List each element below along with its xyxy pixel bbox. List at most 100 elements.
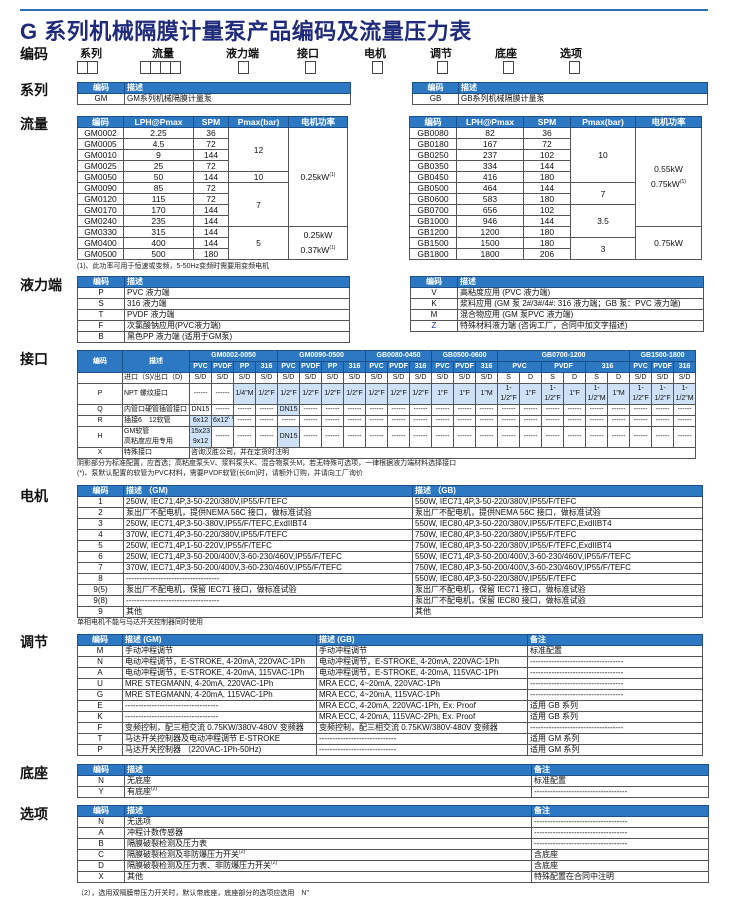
code-input-box[interactable]	[372, 61, 383, 74]
connection-cell: ------	[321, 404, 345, 416]
table-row: S 316 液力端	[77, 298, 350, 310]
code-cell: C	[77, 849, 125, 861]
column-header: 描述 （GB)	[412, 485, 703, 497]
connection-cell: ------	[431, 426, 455, 448]
connection-cell: ------	[387, 426, 411, 448]
description-cell: 马达开关控制器及电动冲程调节 E-STROKE	[122, 733, 317, 745]
pmax-value: 10	[570, 127, 636, 183]
description-cell: 316 液力端	[124, 298, 350, 310]
code-segment-boxes	[140, 61, 181, 74]
code-cell: F	[77, 320, 125, 332]
connection-cell: ------	[541, 404, 565, 416]
cell-text: ------	[589, 417, 604, 424]
cell-text: ------	[655, 406, 670, 413]
connection-cell: S/D	[475, 372, 499, 384]
description-cell: 550W, IEC80,4P,3-50-220/380V,IP55/F/TEFC…	[412, 518, 703, 530]
description-cell: 标准配置	[531, 775, 709, 787]
material-header: PVC	[431, 361, 455, 373]
table-row: P 马达开关控制器 （220VAC-1Ph-50Hz) --------------…	[77, 744, 703, 756]
connection-cell: 1-1/2"F	[541, 383, 565, 405]
cell-text: ------	[369, 406, 384, 413]
spm-value: 144	[523, 182, 571, 194]
model-code: GB1800	[409, 248, 457, 260]
code-cell: B	[77, 838, 125, 850]
code-input-box[interactable]	[569, 61, 580, 74]
connection-cell: ------	[211, 426, 234, 448]
code-cell: K	[77, 711, 123, 723]
cell-text: 1-1/2"F	[544, 385, 561, 402]
description-cell: -----------------------------------	[531, 827, 709, 839]
description-cell: -----------------------------------	[123, 595, 413, 607]
code-input-box[interactable]	[170, 61, 181, 74]
code-cell: P	[77, 287, 125, 299]
model-group-header: GM0002-0050	[188, 350, 279, 362]
lph-value: 315	[123, 226, 194, 238]
section-label-options: 选项	[20, 806, 48, 822]
spm-value: 72	[193, 193, 229, 205]
spm-value: 72	[193, 138, 229, 150]
connection-cell: S	[541, 372, 565, 384]
connection-cell: 1/2"F	[343, 383, 367, 405]
section-label-motor: 电机	[20, 488, 48, 504]
cell-text: ------	[325, 417, 340, 424]
code-cell: 6	[77, 551, 124, 563]
description-cell: 其他	[412, 606, 703, 618]
connection-cell: ------	[277, 415, 301, 427]
description-cell: -----------------------------------	[122, 700, 317, 712]
code-cell: N	[77, 656, 123, 668]
connection-cell: ------	[387, 404, 411, 416]
description-cell: PVDF 液力端	[124, 309, 350, 321]
connection-cell: D	[563, 372, 587, 384]
flow-table-gb: 编码 LPH@Pmax SPM Pmax(bar) 电机功率 GB0080 82 36 10 0.…	[409, 116, 702, 260]
connection-cell: ------	[254, 426, 279, 448]
lph-value: 50	[123, 171, 194, 183]
spm-value: 180	[523, 237, 571, 249]
model-code: GM0500	[77, 248, 124, 260]
cell-text: S/D	[282, 374, 295, 381]
description-cell: GM系列机械隔膜计量泵	[124, 93, 351, 105]
connection-cell: ------	[431, 404, 455, 416]
spm-value: 102	[523, 204, 571, 216]
lph-value: 334	[456, 160, 524, 172]
description-cell: 750W, IEC80,4P,3-50-200/400V,3-60-230/46…	[412, 562, 703, 574]
description-cell: 标准配置	[527, 645, 703, 657]
description-cell: MRA ECC, 4~20mA, 115VAC-1Ph	[316, 689, 528, 701]
material-header: PVC	[497, 361, 543, 373]
pmax-value: 3	[570, 237, 636, 260]
connection-cell: ------	[585, 426, 609, 448]
cell-text: 1"F	[525, 390, 536, 397]
options-table: 编码 描述 备注 N 无选项 ------------------------------…	[77, 805, 709, 883]
cell-text: ------	[545, 433, 560, 440]
code-cell: U	[77, 678, 123, 690]
description-cell: 适用 GM 系列	[527, 744, 703, 756]
code-cell: P	[77, 383, 123, 405]
power-line: 0.75kW	[638, 236, 699, 251]
code-input-box[interactable]	[305, 61, 316, 74]
code-cell: M	[77, 645, 123, 657]
cell-text: ------	[413, 417, 428, 424]
cell-text: 1-1/2"M	[675, 385, 694, 402]
connection-cell: DN15	[277, 426, 301, 448]
code-input-box[interactable]	[503, 61, 514, 74]
spm-value: 144	[523, 160, 571, 172]
spm-value: 144	[193, 149, 229, 161]
cell-text: ------	[435, 417, 450, 424]
material-header: 316	[475, 361, 499, 373]
code-input-box[interactable]	[238, 61, 249, 74]
cell-text: 1/2"F	[258, 390, 275, 397]
description-cell: 适用 GB 系列	[527, 700, 703, 712]
connection-cell: ------	[189, 383, 212, 405]
connection-cell: D	[607, 372, 631, 384]
code-input-box[interactable]	[87, 61, 98, 74]
column-header: LPH@Pmax	[456, 116, 524, 128]
model-code: GM0170	[77, 204, 124, 216]
connection-cell: ------	[585, 404, 609, 416]
description-cell: GM软管 高粘度应用专用	[122, 426, 190, 448]
motor-note: 单相电机不能与马达开关控制器同时使用	[77, 619, 203, 626]
connection-cell: 1"F	[431, 383, 455, 405]
code-segment-label: 选项	[560, 48, 582, 60]
spm-value: 180	[193, 248, 229, 260]
description-cell: -----------------------------------	[531, 786, 709, 798]
code-input-box[interactable]	[437, 61, 448, 74]
cell-text: ------	[347, 417, 362, 424]
